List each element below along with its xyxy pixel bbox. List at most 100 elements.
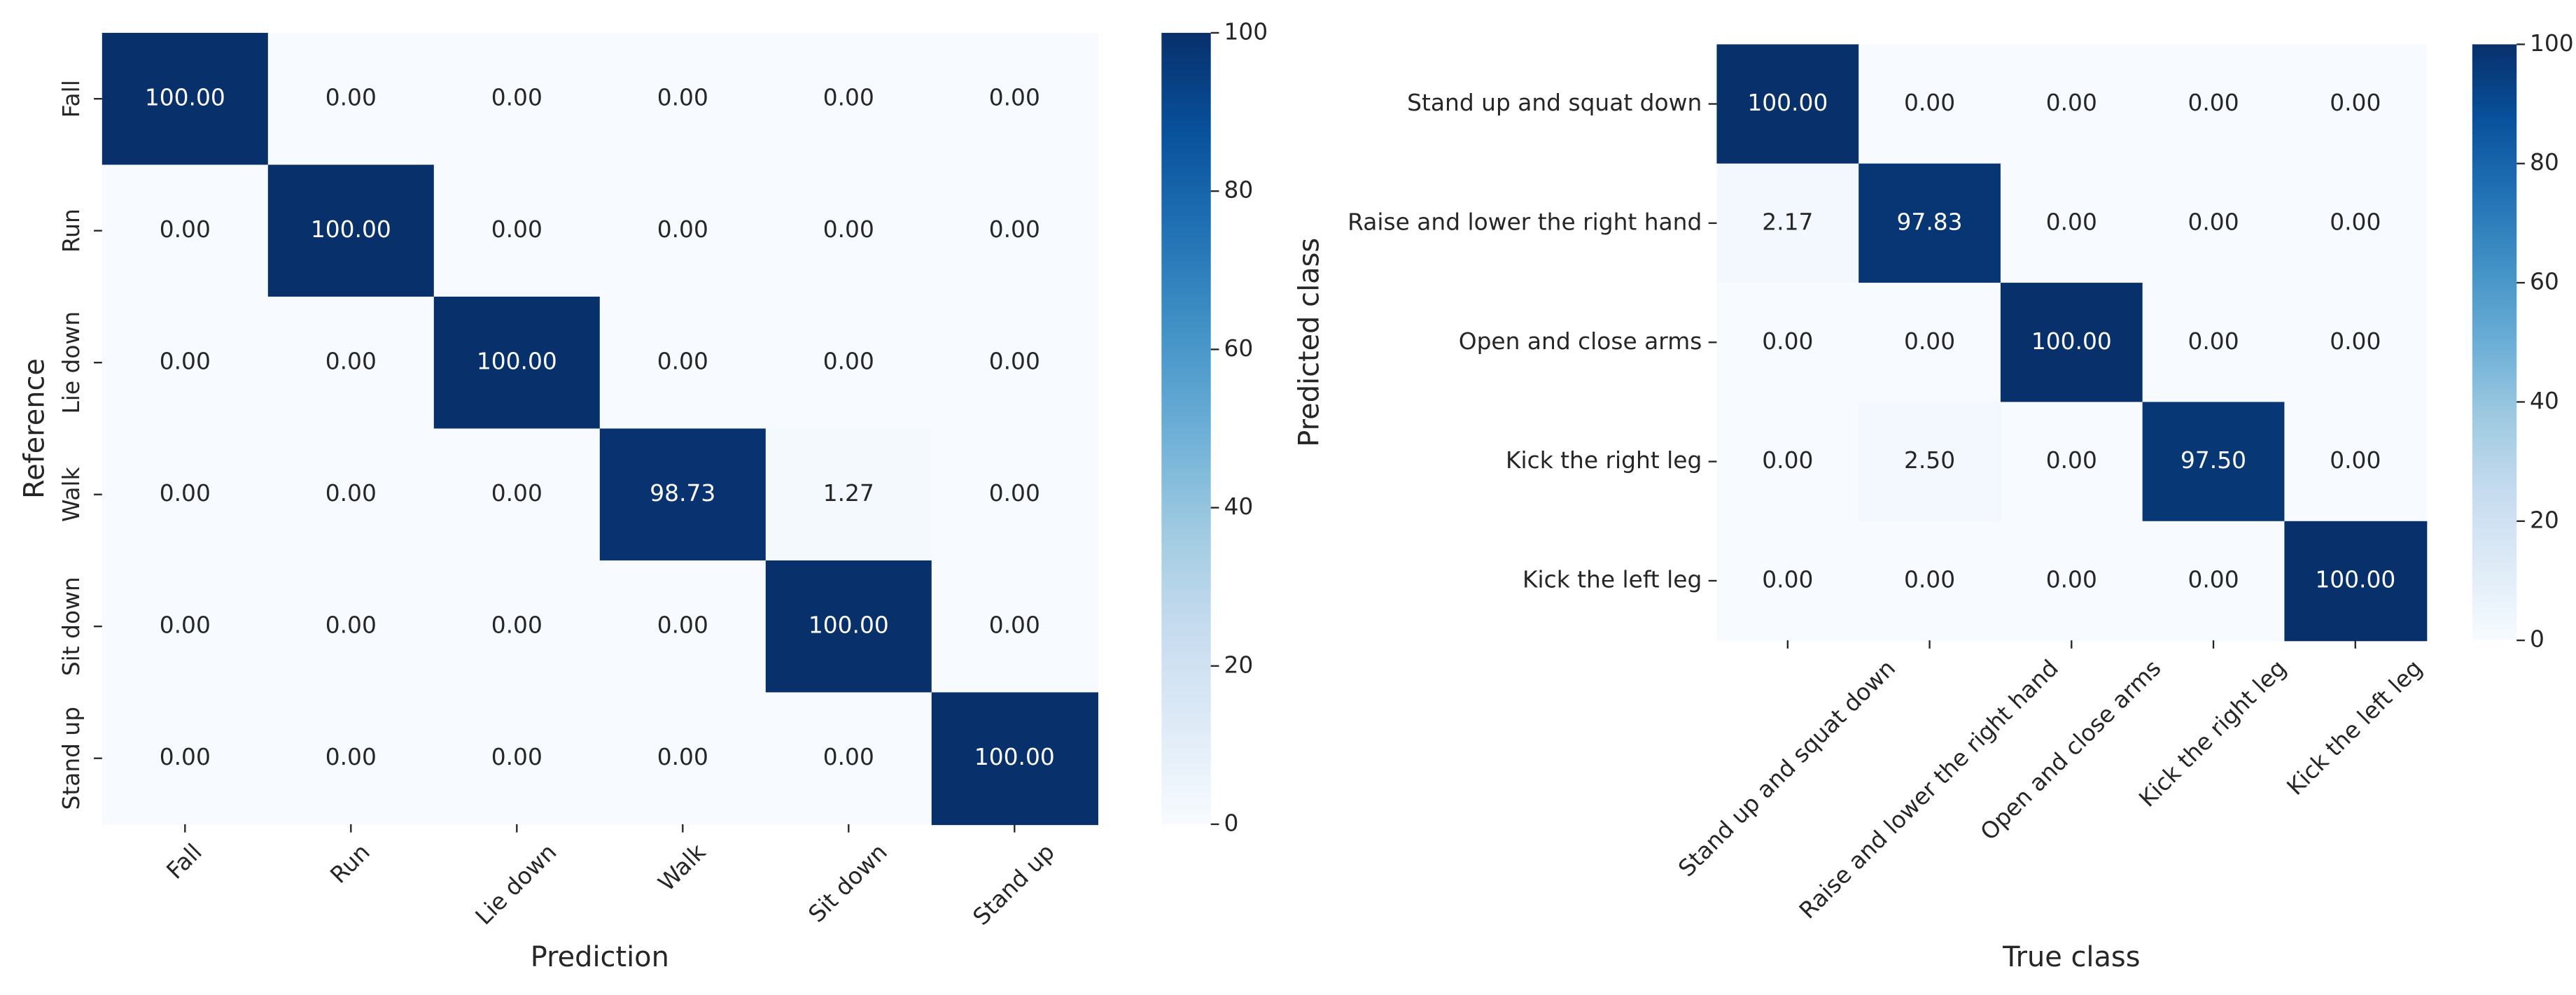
cell-label: 0.00 bbox=[491, 216, 542, 243]
cell bbox=[931, 692, 1098, 826]
cell-label: 0.00 bbox=[823, 348, 874, 375]
cell bbox=[267, 692, 435, 826]
cell bbox=[267, 428, 435, 562]
colorbar-tick-label: 0 bbox=[1224, 810, 1238, 836]
colorbar-tick-label: 100 bbox=[1224, 18, 1268, 45]
cell bbox=[2142, 44, 2286, 164]
cell bbox=[267, 296, 435, 430]
cell bbox=[1716, 521, 1860, 642]
cell-label: 0.00 bbox=[2330, 328, 2381, 355]
cell bbox=[2142, 521, 2286, 642]
cell-label: 0.00 bbox=[2188, 328, 2239, 355]
cell bbox=[2284, 283, 2428, 403]
cell bbox=[1858, 44, 2002, 164]
x-tick-label: Fall bbox=[162, 839, 207, 884]
colorbar-tick-label: 80 bbox=[2530, 149, 2559, 176]
cell-label: 0.00 bbox=[2188, 90, 2239, 116]
cell bbox=[765, 296, 932, 430]
cell-label: 0.00 bbox=[326, 480, 377, 507]
cell-label: 0.00 bbox=[326, 348, 377, 375]
cell-label: 0.00 bbox=[2046, 90, 2097, 116]
colorbar-tick-label: 40 bbox=[1224, 493, 1253, 520]
y-tick-label: Fall bbox=[58, 80, 85, 118]
cell bbox=[599, 164, 766, 298]
cell bbox=[2284, 402, 2428, 522]
y-axis-title: Predicted class bbox=[1293, 238, 1325, 447]
cell bbox=[1716, 402, 1860, 522]
y-tick-label: Raise and lower the right hand bbox=[1348, 209, 1702, 235]
cell-label: 97.83 bbox=[1897, 209, 1963, 235]
cell bbox=[433, 428, 601, 562]
cell bbox=[1858, 283, 2002, 403]
cell bbox=[2000, 402, 2143, 522]
colorbar-tick-label: 20 bbox=[2530, 507, 2559, 533]
cell-label: 0.00 bbox=[989, 480, 1040, 507]
colorbar-tick-label: 60 bbox=[1224, 335, 1253, 362]
cell-label: 0.00 bbox=[2188, 566, 2239, 593]
cell bbox=[599, 428, 766, 562]
cell-label: 0.00 bbox=[491, 612, 542, 639]
cell bbox=[1858, 163, 2002, 284]
cell-label: 0.00 bbox=[1762, 328, 1813, 355]
y-tick-label: Sit down bbox=[58, 577, 85, 676]
y-tick-label: Open and close arms bbox=[1459, 328, 1702, 355]
y-axis-title: Reference bbox=[18, 358, 50, 499]
cell bbox=[267, 560, 435, 693]
cell-label: 0.00 bbox=[657, 216, 708, 243]
cell-label: 0.00 bbox=[823, 85, 874, 111]
cell-label: 0.00 bbox=[823, 744, 874, 770]
cell bbox=[599, 296, 766, 430]
y-tick-label: Kick the left leg bbox=[1522, 566, 1702, 593]
cell bbox=[2000, 283, 2143, 403]
cell bbox=[267, 164, 435, 298]
cell bbox=[765, 428, 932, 562]
y-tick-label: Lie down bbox=[58, 311, 85, 414]
cell bbox=[1716, 163, 1860, 284]
x-axis-title: True class bbox=[2002, 941, 2140, 973]
x-tick-label: Walk bbox=[653, 839, 710, 896]
cell bbox=[433, 164, 601, 298]
cell bbox=[1716, 44, 1860, 164]
cell bbox=[102, 560, 269, 693]
cell-label: 0.00 bbox=[160, 612, 211, 639]
cell-label: 0.00 bbox=[2188, 209, 2239, 235]
cell bbox=[765, 32, 932, 166]
cell bbox=[2142, 163, 2286, 284]
cell bbox=[433, 692, 601, 826]
cell-label: 0.00 bbox=[326, 85, 377, 111]
cell-label: 0.00 bbox=[160, 348, 211, 375]
cell-label: 0.00 bbox=[989, 348, 1040, 375]
cell-label: 100.00 bbox=[477, 348, 557, 375]
cell-label: 100.00 bbox=[2031, 328, 2112, 355]
cell-label: 2.50 bbox=[1904, 447, 1955, 474]
cell-label: 100.00 bbox=[311, 216, 391, 243]
cell bbox=[102, 692, 269, 826]
cell bbox=[765, 164, 932, 298]
cell-label: 0.00 bbox=[491, 480, 542, 507]
cell-label: 0.00 bbox=[491, 744, 542, 770]
cell bbox=[931, 560, 1098, 693]
y-tick-label: Stand up bbox=[58, 707, 85, 810]
cell bbox=[931, 32, 1098, 166]
colorbar bbox=[2472, 44, 2517, 641]
cell bbox=[267, 32, 435, 166]
x-tick-label: Lie down bbox=[470, 839, 562, 931]
cell-label: 0.00 bbox=[2046, 566, 2097, 593]
cell bbox=[765, 692, 932, 826]
cell-label: 0.00 bbox=[1762, 447, 1813, 474]
cell-label: 0.00 bbox=[657, 744, 708, 770]
cell-label: 0.00 bbox=[2046, 209, 2097, 235]
cell bbox=[931, 164, 1098, 298]
cell-label: 0.00 bbox=[2330, 90, 2381, 116]
cell-label: 100.00 bbox=[974, 744, 1055, 770]
cell bbox=[1858, 402, 2002, 522]
cell-label: 0.00 bbox=[657, 85, 708, 111]
cell bbox=[1716, 283, 1860, 403]
cell bbox=[102, 164, 269, 298]
colorbar bbox=[1161, 32, 1211, 824]
x-tick-label: Stand up bbox=[968, 839, 1060, 931]
cell-label: 0.00 bbox=[326, 744, 377, 770]
colorbar-tick-label: 20 bbox=[1224, 651, 1253, 678]
cell bbox=[2000, 163, 2143, 284]
cell-label: 0.00 bbox=[160, 216, 211, 243]
